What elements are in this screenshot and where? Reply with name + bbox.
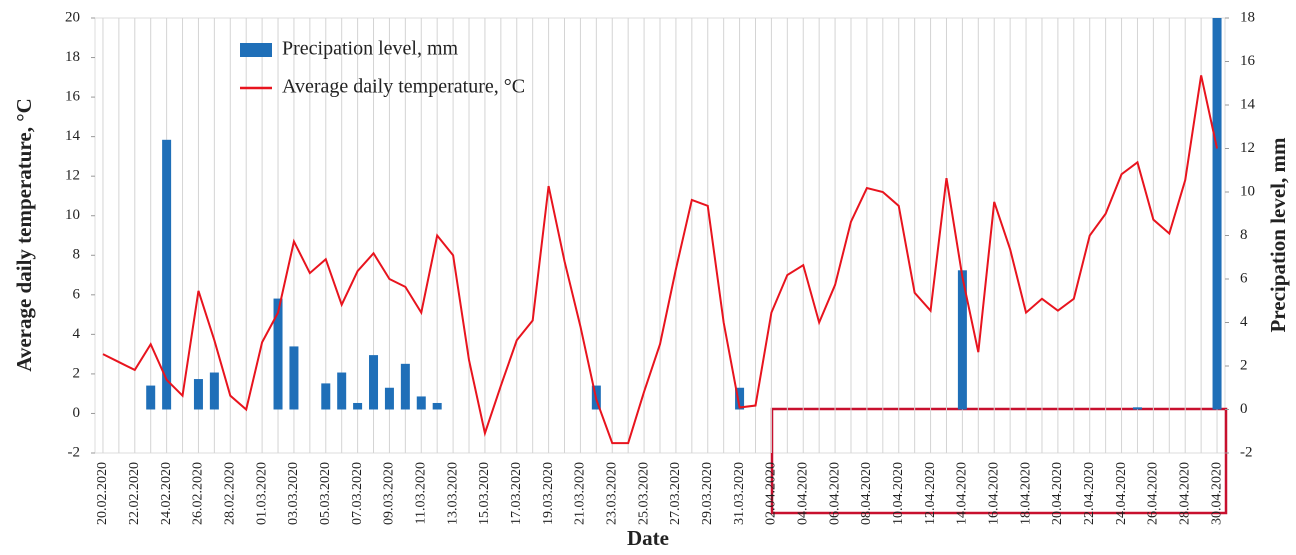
x-tick-label: 29.03.2020 <box>700 462 715 525</box>
line <box>102 75 1219 445</box>
bar <box>400 363 410 410</box>
y-axis-label: Average daily temperature, °C <box>12 98 36 372</box>
x-tick-label: 22.04.2020 <box>1082 462 1097 525</box>
bar <box>193 379 203 410</box>
y-tick-label: 10 <box>65 207 80 223</box>
bar <box>384 387 394 410</box>
bar <box>432 402 442 410</box>
x-tick-label: 21.03.2020 <box>573 462 588 525</box>
x-tick-label: 11.03.2020 <box>413 462 428 524</box>
x-tick-label: 09.03.2020 <box>382 462 397 525</box>
x-tick-label: 07.03.2020 <box>350 462 365 525</box>
y2-tick-label: 8 <box>1240 227 1248 243</box>
y2-tick-label: 14 <box>1240 96 1256 112</box>
y2-tick-label: -2 <box>1240 444 1253 460</box>
legend-swatch <box>240 43 272 57</box>
y-tick-label: 18 <box>65 49 80 65</box>
y2-tick-label: 0 <box>1240 401 1248 417</box>
y-tick-label: 8 <box>73 247 81 263</box>
bar <box>289 346 299 410</box>
x-tick-label: 19.03.2020 <box>541 462 556 525</box>
x-tick-label: 26.02.2020 <box>191 462 206 525</box>
y2-tick-label: 16 <box>1240 53 1256 69</box>
bar <box>273 298 283 410</box>
y-tick-label: 4 <box>73 326 81 342</box>
bar <box>162 139 172 410</box>
x-tick-label: 20.04.2020 <box>1050 462 1065 525</box>
x-tick-label: 20.02.2020 <box>95 462 110 525</box>
x-tick-label: 18.04.2020 <box>1018 462 1033 525</box>
y2-axis-label: Precipation level, mm <box>1266 137 1290 332</box>
x-tick-label: 12.04.2020 <box>923 462 938 525</box>
x-tick-label: 03.03.2020 <box>286 462 301 525</box>
x-tick-label: 13.03.2020 <box>445 462 460 525</box>
x-tick-label: 31.03.2020 <box>732 462 747 525</box>
x-tick-label: 25.03.2020 <box>636 462 651 525</box>
x-tick-label: 04.04.2020 <box>795 462 810 525</box>
bar <box>146 385 156 410</box>
y2-tick-label: 10 <box>1240 183 1255 199</box>
y-tick-label: 2 <box>73 365 81 381</box>
x-tick-label: 30.04.2020 <box>1209 462 1224 525</box>
y2-tick-label: 12 <box>1240 140 1255 156</box>
x-tick-label: 06.04.2020 <box>827 462 842 525</box>
x-tick-label: 16.04.2020 <box>986 462 1001 525</box>
y2-tick-label: 4 <box>1240 314 1248 330</box>
y2-tick-label: 2 <box>1240 357 1248 373</box>
y2-tick-label: 6 <box>1240 270 1248 286</box>
y-tick-label: 12 <box>65 168 80 184</box>
bar <box>353 402 363 410</box>
legend-label: Precipation level, mm <box>282 38 459 60</box>
x-tick-label: 27.03.2020 <box>668 462 683 525</box>
y-tick-label: 14 <box>65 128 81 144</box>
x-tick-label: 05.03.2020 <box>318 462 333 525</box>
y-tick-label: 0 <box>73 405 81 421</box>
x-tick-label: 28.02.2020 <box>223 462 238 525</box>
x-axis-label: Date <box>627 526 669 550</box>
x-tick-label: 02.04.2020 <box>764 462 779 525</box>
bar <box>209 372 219 410</box>
x-tick-label: 28.04.2020 <box>1177 462 1192 525</box>
bar <box>321 383 331 410</box>
x-tick-label: 01.03.2020 <box>254 462 269 525</box>
bar <box>369 355 379 410</box>
x-tick-label: 24.04.2020 <box>1114 462 1129 525</box>
bar <box>1132 407 1142 410</box>
x-tick-label: 14.04.2020 <box>955 462 970 525</box>
y-tick-label: 6 <box>73 286 81 302</box>
legend-label: Average daily temperature, °C <box>282 76 525 98</box>
bar <box>337 372 347 410</box>
y-tick-label: 20 <box>65 9 80 25</box>
highlight-box <box>770 407 1228 515</box>
bar <box>735 387 745 410</box>
y2-tick-label: 18 <box>1240 9 1255 25</box>
x-tick-label: 08.04.2020 <box>859 462 874 525</box>
bar <box>957 270 967 410</box>
y-tick-label: 16 <box>65 89 81 105</box>
x-tick-label: 22.02.2020 <box>127 462 142 525</box>
x-tick-label: 15.03.2020 <box>477 462 492 525</box>
x-tick-label: 17.03.2020 <box>509 462 524 525</box>
y-tick-label: -2 <box>68 444 81 460</box>
bar <box>1212 18 1222 410</box>
bar <box>416 396 426 410</box>
x-tick-label: 23.03.2020 <box>604 462 619 525</box>
x-tick-label: 26.04.2020 <box>1146 462 1161 525</box>
x-tick-label: 24.02.2020 <box>159 462 174 525</box>
x-tick-label: 10.04.2020 <box>891 462 906 525</box>
